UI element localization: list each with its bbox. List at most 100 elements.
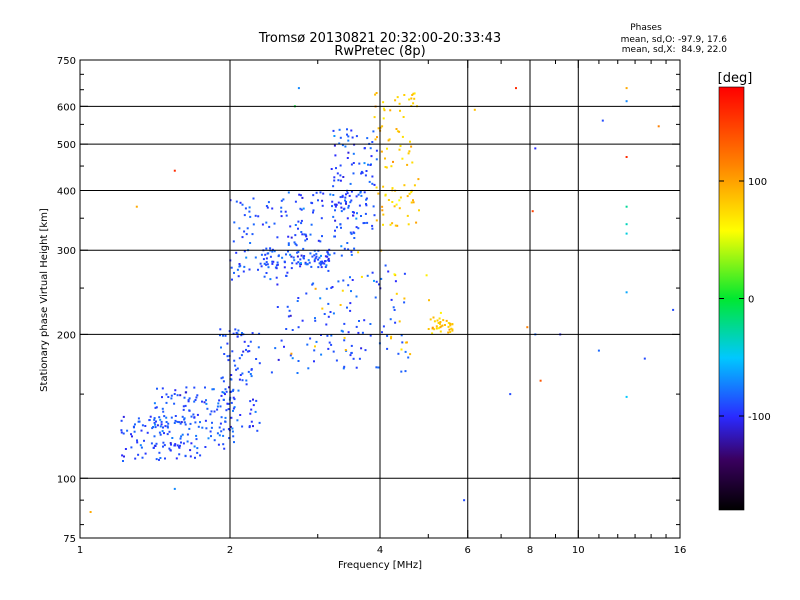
data-point xyxy=(378,283,380,286)
data-point xyxy=(280,215,283,218)
data-point xyxy=(193,416,196,419)
data-point xyxy=(269,255,272,258)
data-point xyxy=(352,231,355,234)
data-point xyxy=(250,375,253,378)
data-point xyxy=(398,130,401,133)
data-point xyxy=(320,266,323,269)
data-point xyxy=(256,429,259,432)
data-point xyxy=(276,261,279,264)
data-point xyxy=(230,266,233,269)
data-point xyxy=(381,209,384,212)
data-point xyxy=(401,157,404,160)
data-point xyxy=(346,306,348,309)
data-point xyxy=(149,415,152,418)
data-point xyxy=(186,440,189,443)
data-point xyxy=(309,233,312,236)
data-point xyxy=(266,252,269,255)
data-point xyxy=(195,396,198,399)
data-point xyxy=(297,227,299,230)
data-point xyxy=(210,410,213,413)
data-point xyxy=(184,391,187,394)
data-point xyxy=(193,386,196,389)
x-tick-label: 16 xyxy=(674,545,687,556)
data-point xyxy=(130,446,133,449)
data-point xyxy=(394,224,397,227)
data-point xyxy=(252,223,255,226)
data-point xyxy=(232,332,235,335)
data-point xyxy=(407,223,410,226)
data-point xyxy=(265,263,267,266)
data-point xyxy=(286,271,289,274)
data-point xyxy=(280,206,283,209)
data-point xyxy=(339,164,342,167)
data-point xyxy=(291,357,294,360)
data-point xyxy=(267,201,270,204)
data-point xyxy=(393,309,396,311)
data-point xyxy=(439,330,442,333)
data-point xyxy=(429,318,432,321)
data-point xyxy=(251,332,254,335)
data-point xyxy=(134,457,137,460)
data-point xyxy=(406,214,409,217)
data-point xyxy=(390,335,393,338)
data-point xyxy=(294,242,297,245)
data-point xyxy=(336,172,339,175)
data-point xyxy=(173,487,176,490)
data-point xyxy=(186,433,189,436)
data-point xyxy=(317,199,319,202)
data-point xyxy=(356,212,358,215)
data-point xyxy=(364,349,367,352)
data-point xyxy=(225,409,228,412)
data-point xyxy=(249,400,252,403)
data-point xyxy=(190,415,193,418)
data-point xyxy=(197,425,200,428)
data-point xyxy=(166,433,169,436)
data-point xyxy=(428,299,430,302)
data-point xyxy=(218,434,221,437)
data-point xyxy=(439,311,442,314)
data-point xyxy=(254,214,257,217)
chart-subtitle: RwPretec (8p) xyxy=(334,44,425,59)
data-point xyxy=(181,433,184,436)
data-point xyxy=(219,334,221,337)
axes: 1 2 4 6 8 10 16 75 100 200 300 400 500 600 750 xyxy=(57,56,686,556)
data-point xyxy=(217,402,220,405)
data-point xyxy=(321,261,324,264)
data-point xyxy=(233,221,236,224)
data-point xyxy=(332,350,335,353)
data-point xyxy=(383,109,386,112)
data-point xyxy=(314,345,316,348)
data-point xyxy=(407,356,410,359)
data-point xyxy=(339,304,342,306)
data-point xyxy=(340,226,342,229)
data-point xyxy=(391,187,394,190)
data-point xyxy=(287,315,290,318)
data-point xyxy=(390,165,393,168)
colorbar-ticks: 100 0 -100 xyxy=(719,177,771,423)
data-point xyxy=(158,416,161,419)
data-point xyxy=(243,214,246,217)
data-point xyxy=(314,287,317,290)
data-point xyxy=(183,421,186,424)
data-point xyxy=(371,141,374,143)
data-point xyxy=(289,253,292,256)
data-point xyxy=(413,92,416,95)
data-point xyxy=(625,87,628,90)
data-point xyxy=(159,418,162,421)
data-point xyxy=(371,224,374,227)
data-point xyxy=(267,266,270,269)
data-point xyxy=(345,200,347,203)
data-point xyxy=(155,420,157,423)
data-point xyxy=(348,194,351,197)
data-point xyxy=(159,457,162,459)
data-point xyxy=(221,376,224,379)
data-point xyxy=(343,336,346,339)
data-point xyxy=(388,138,391,141)
data-point xyxy=(398,320,401,323)
data-point xyxy=(321,199,324,202)
data-point xyxy=(326,255,329,258)
data-point xyxy=(324,255,327,258)
data-point xyxy=(284,210,287,213)
data-point xyxy=(229,425,232,428)
data-point xyxy=(241,379,244,382)
